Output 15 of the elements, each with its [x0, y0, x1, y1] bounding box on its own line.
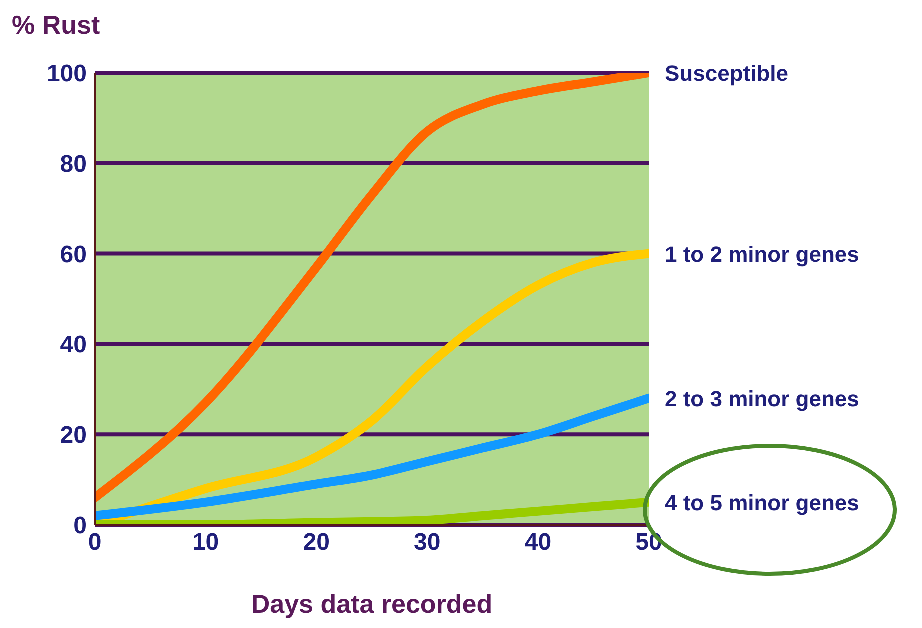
series-label: 2 to 3 minor genes	[665, 386, 860, 412]
y-tick-label: 40	[60, 332, 87, 359]
x-tick-label: 30	[414, 529, 441, 556]
x-axis-title: Days data recorded	[251, 589, 493, 619]
x-tick-label: 40	[524, 529, 552, 556]
series-label: 1 to 2 minor genes	[665, 242, 860, 267]
y-tick-label: 80	[60, 150, 87, 178]
x-tick-label: 10	[192, 529, 220, 556]
y-tick-label: 100	[46, 60, 87, 88]
series-label: Susceptible	[665, 61, 788, 86]
y-tick-label: 20	[60, 422, 87, 450]
y-tick-label: 60	[60, 241, 87, 268]
series-label: 4 to 5 minor genes	[665, 490, 860, 516]
x-tick-label: 20	[303, 529, 330, 556]
y-axis-title: % Rust	[12, 10, 100, 41]
